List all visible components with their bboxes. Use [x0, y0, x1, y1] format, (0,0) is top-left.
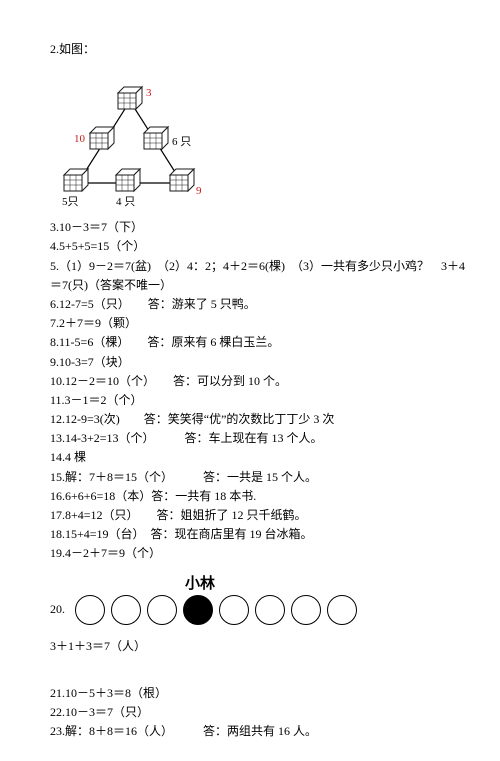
circle-empty: [291, 595, 321, 625]
label-mid-right: 6 只: [172, 133, 191, 149]
answer-line-19: 19.4－2＋7＝9（个）: [50, 544, 450, 563]
circle-empty: [111, 595, 141, 625]
q20-equation: 3＋1＋3＝7（人）: [50, 637, 450, 656]
answer-line-10: 10.12－2＝10（个） 答：可以分到 10 个。: [50, 372, 450, 391]
answer-line-17: 17.8+4=12（只） 答：姐姐折了 12 只千纸鹤。: [50, 506, 450, 525]
document-page: 2.如图：: [0, 0, 500, 761]
answer-line-5b: ＝7(只)（答案不唯一）: [50, 276, 450, 295]
answer-line-13: 13.14-3+2=13（个） 答：车上现在有 13 个人。: [50, 429, 450, 448]
circles-row: 20.: [50, 595, 450, 625]
circle-empty: [255, 595, 285, 625]
circle-empty: [75, 595, 105, 625]
label-mid-left: 10: [74, 133, 85, 145]
label-bot-mid: 4 只: [116, 193, 135, 209]
answer-line-9: 9.10-3=7（块）: [50, 353, 450, 372]
q20-number: 20.: [50, 602, 65, 617]
answer-line-11: 11.3－1＝2（个）: [50, 391, 450, 410]
circle-empty: [147, 595, 177, 625]
answer-line-16: 16.6+6+6=18（本）答：一共有 18 本书.: [50, 487, 450, 506]
answer-line-21: 21.10－5＋3＝8（根）: [50, 684, 450, 703]
label-top-right: 3: [146, 87, 152, 99]
xiaolin-title: 小林: [185, 572, 450, 593]
circle-filled: [183, 595, 213, 625]
answer-line-5a: 5.（1）9－2＝7(盆) （2）4：2；4＋2＝6(棵) （3）一共有多少只小…: [50, 257, 450, 276]
answer-line-12: 12.12-9=3(次) 答：笑笑得“优”的次数比丁丁少 3 次: [50, 410, 450, 429]
answer-line-14: 14.4 棵: [50, 448, 450, 467]
label-bot-right: 9: [196, 185, 202, 197]
cube-diagram: 3 10 6 只 5只 4 只 9: [50, 83, 210, 203]
answer-line-7: 7.2＋7＝9（颗）: [50, 314, 450, 333]
label-bot-left: 5只: [62, 193, 79, 209]
answer-line-18: 18.15+4=19（台） 答：现在商店里有 19 台冰箱。: [50, 525, 450, 544]
circle-empty: [219, 595, 249, 625]
answer-line-22: 22.10－3＝7（只）: [50, 703, 450, 722]
answer-line-23: 23.解：8＋8＝16（人） 答：两组共有 16 人。: [50, 722, 450, 741]
answer-line-8: 8.11-5=6（棵） 答：原来有 6 棵白玉兰。: [50, 333, 450, 352]
answer-line-3: 3.10－3＝7（下）: [50, 218, 450, 237]
answer-line-6: 6.12-7=5（只） 答：游来了 5 只鸭。: [50, 295, 450, 314]
circle-empty: [327, 595, 357, 625]
q20-block: 小林 20.: [50, 572, 450, 625]
answer-line-4: 4.5+5+5=15（个）: [50, 237, 450, 256]
title-line: 2.如图：: [50, 40, 450, 59]
answer-line-15: 15.解：7＋8＝15（个） 答：一共是 15 个人。: [50, 468, 450, 487]
